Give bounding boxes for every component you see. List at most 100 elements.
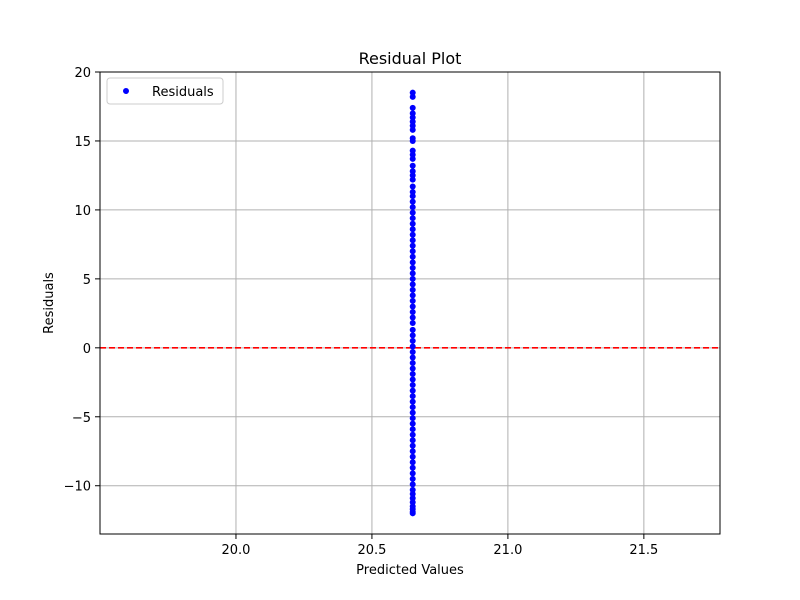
data-point xyxy=(409,459,416,466)
data-point xyxy=(409,475,416,482)
data-point xyxy=(409,215,416,222)
data-point xyxy=(409,264,416,271)
data-point xyxy=(409,332,416,339)
data-point xyxy=(409,376,416,383)
data-point xyxy=(409,393,416,400)
data-point xyxy=(409,147,416,154)
data-point xyxy=(409,110,416,117)
data-point xyxy=(409,359,416,366)
data-point xyxy=(409,495,416,502)
data-point xyxy=(409,114,416,121)
data-point xyxy=(409,237,416,244)
data-point xyxy=(409,365,416,372)
data-point xyxy=(409,371,416,378)
data-point xyxy=(409,481,416,488)
data-point xyxy=(409,486,416,493)
y-tick-label: −5 xyxy=(72,411,91,426)
data-point xyxy=(409,176,416,183)
y-tick-label: 15 xyxy=(74,135,91,150)
data-point xyxy=(409,326,416,333)
data-point xyxy=(409,426,416,433)
data-point xyxy=(409,270,416,277)
y-axis-label: Residuals xyxy=(42,272,57,334)
data-point xyxy=(409,188,416,195)
data-point xyxy=(409,253,416,260)
data-point xyxy=(409,89,416,96)
x-tick-label: 21.5 xyxy=(629,543,658,558)
y-tick-label: 0 xyxy=(83,342,91,357)
data-point xyxy=(409,122,416,129)
data-point xyxy=(409,297,416,304)
data-point xyxy=(409,348,416,355)
data-point xyxy=(409,415,416,422)
data-point xyxy=(409,118,416,125)
data-point xyxy=(409,93,416,100)
data-point xyxy=(409,448,416,455)
data-point xyxy=(409,404,416,411)
data-point xyxy=(409,491,416,498)
y-axis-ticks: −10 −5 0 5 10 15 20 xyxy=(64,66,100,495)
legend-marker-residuals xyxy=(123,88,129,94)
data-point xyxy=(409,308,416,315)
data-point xyxy=(409,470,416,477)
data-point xyxy=(409,337,416,344)
data-point xyxy=(409,464,416,471)
data-point xyxy=(409,172,416,179)
data-point xyxy=(409,168,416,175)
y-tick-label: 5 xyxy=(83,273,91,288)
data-point xyxy=(409,281,416,288)
data-point xyxy=(409,420,416,427)
data-point xyxy=(409,151,416,158)
data-point xyxy=(409,398,416,405)
data-point xyxy=(409,409,416,416)
x-tick-label: 21.0 xyxy=(493,543,522,558)
legend: Residuals xyxy=(106,77,224,105)
data-point xyxy=(409,510,416,517)
data-point xyxy=(409,437,416,444)
data-point xyxy=(409,319,416,326)
legend-label-residuals: Residuals xyxy=(152,85,214,100)
data-point xyxy=(409,193,416,200)
scatter-points xyxy=(409,89,416,517)
data-point xyxy=(409,354,416,361)
data-point xyxy=(409,431,416,438)
data-point xyxy=(409,499,416,506)
data-point xyxy=(409,155,416,162)
data-point xyxy=(409,387,416,394)
data-point xyxy=(409,162,416,169)
x-tick-label: 20.0 xyxy=(221,543,250,558)
data-point xyxy=(409,209,416,216)
data-point xyxy=(409,442,416,449)
data-point xyxy=(409,183,416,190)
data-point xyxy=(409,259,416,266)
data-point xyxy=(409,104,416,111)
data-point xyxy=(409,242,416,249)
data-point xyxy=(409,226,416,233)
data-point xyxy=(409,314,416,321)
data-point xyxy=(409,137,416,144)
data-point xyxy=(409,303,416,310)
data-point xyxy=(409,275,416,282)
y-tick-label: 10 xyxy=(74,204,91,219)
x-axis-label: Predicted Values xyxy=(356,563,464,578)
data-point xyxy=(409,126,416,133)
data-point xyxy=(409,453,416,460)
data-point xyxy=(409,231,416,238)
plot-frame xyxy=(99,71,721,535)
y-tick-label: −10 xyxy=(64,480,91,495)
data-point xyxy=(409,248,416,255)
x-tick-label: 20.5 xyxy=(357,543,386,558)
data-point xyxy=(409,198,416,205)
data-point xyxy=(409,220,416,227)
data-point xyxy=(409,286,416,293)
chart-title: Residual Plot xyxy=(359,49,462,68)
data-point xyxy=(409,292,416,299)
data-point xyxy=(409,343,416,350)
data-point xyxy=(409,382,416,389)
y-tick-label: 20 xyxy=(74,66,91,81)
x-axis-ticks: 20.0 20.5 21.0 21.5 xyxy=(221,534,658,558)
data-point xyxy=(409,204,416,211)
legend-box xyxy=(106,77,224,105)
